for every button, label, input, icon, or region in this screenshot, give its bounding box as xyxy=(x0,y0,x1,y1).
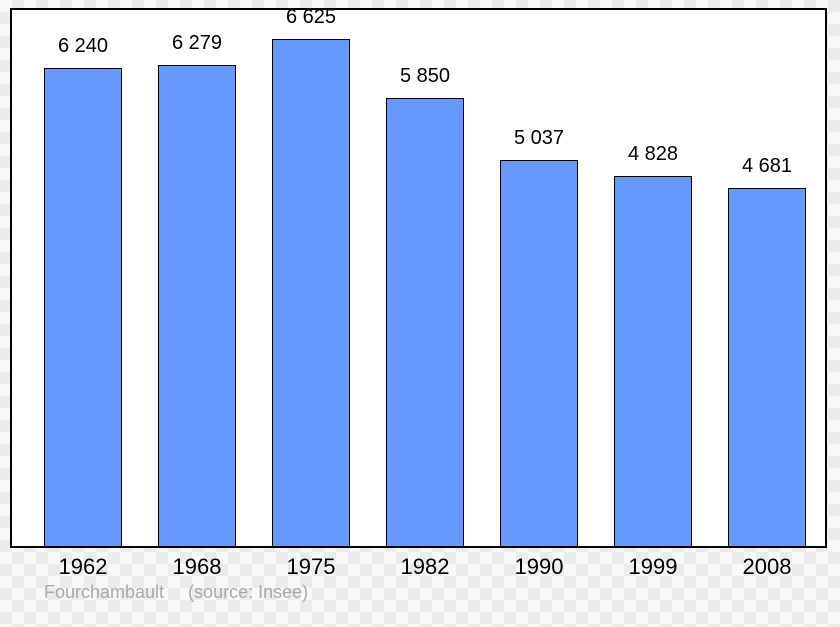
chart-bar xyxy=(272,39,350,546)
chart-bar-value: 6 240 xyxy=(33,35,133,58)
chart-bar-value: 4 681 xyxy=(717,155,817,178)
chart-bar-value: 5 037 xyxy=(489,127,589,150)
chart-plot-area: 6 240 6 279 6 625 5 850 5 037 4 828 4 681 xyxy=(10,8,827,548)
chart-xaxis-label: 1999 xyxy=(603,554,703,580)
chart-bar xyxy=(386,98,464,546)
caption-right: (source: Insee) xyxy=(188,582,308,602)
chart-caption: Fourchambault (source: Insee) xyxy=(44,582,308,603)
chart-bar xyxy=(500,160,578,546)
chart-xaxis-label: 1975 xyxy=(261,554,361,580)
chart-bar-value: 6 279 xyxy=(147,32,247,55)
caption-left: Fourchambault xyxy=(44,582,164,602)
chart-bar xyxy=(614,176,692,546)
chart-xaxis-label: 1968 xyxy=(147,554,247,580)
chart-xaxis-label: 1962 xyxy=(33,554,133,580)
chart-bar xyxy=(44,68,122,546)
chart-bar xyxy=(728,188,806,546)
chart-xaxis-label: 2008 xyxy=(717,554,817,580)
chart-xaxis-label: 1982 xyxy=(375,554,475,580)
chart-bar-value: 4 828 xyxy=(603,143,703,166)
chart-bar-value: 5 850 xyxy=(375,65,475,88)
chart-bar xyxy=(158,65,236,546)
chart-xaxis-label: 1990 xyxy=(489,554,589,580)
chart-bar-value: 6 625 xyxy=(261,6,361,29)
